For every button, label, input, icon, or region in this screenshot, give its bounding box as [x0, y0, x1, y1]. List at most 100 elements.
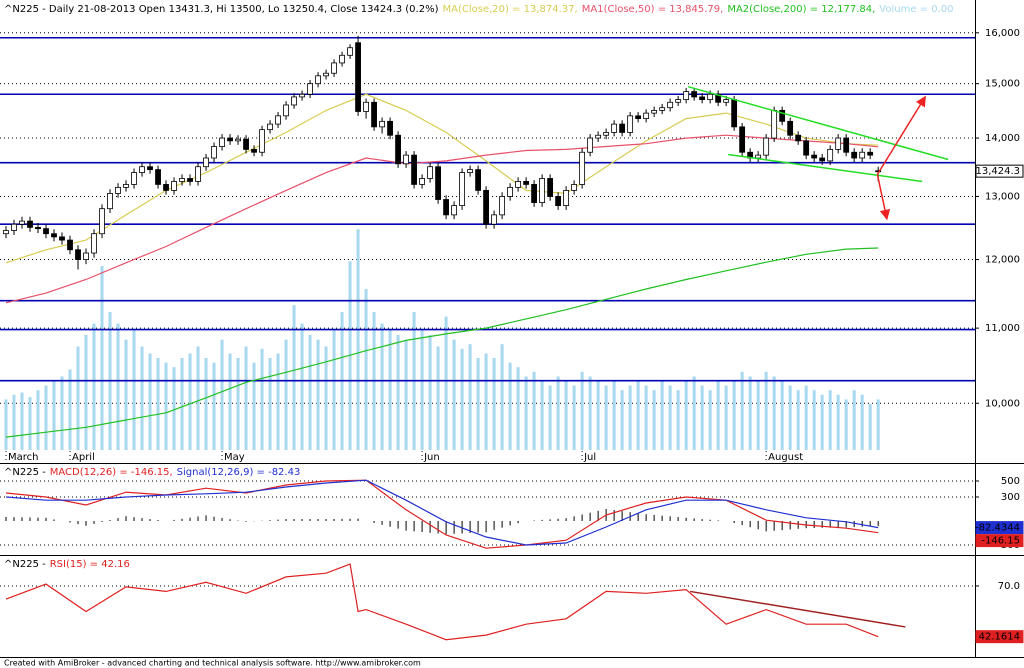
volume-bar: [620, 390, 624, 450]
candle-body: [371, 101, 377, 128]
value-box: [975, 630, 1024, 644]
moving-average: [5, 247, 879, 438]
candle-body: [139, 166, 145, 173]
volume-bar: [548, 385, 552, 450]
candle-body: [11, 223, 17, 231]
y-tick-label: 13,000: [985, 191, 1020, 202]
volume-bar: [708, 390, 712, 450]
candle-body: [243, 138, 249, 150]
volume-bar: [52, 381, 56, 450]
legend-entry: Signal(12,26,9) = -82.43: [177, 467, 301, 478]
candle-body: [699, 96, 706, 100]
legend-entry: MA(Close,20) = 13,874.37,: [443, 4, 578, 15]
candle-body: [395, 134, 401, 165]
candle-body: [299, 93, 305, 98]
candle-body: [187, 178, 193, 182]
volume-bar: [220, 339, 224, 450]
volume-bar: [164, 362, 168, 450]
candle-body: [59, 236, 65, 241]
volume-bar: [180, 358, 184, 450]
volume-bar: [276, 353, 280, 450]
volume-bar: [308, 335, 312, 450]
candle-body: [771, 109, 778, 139]
volume-bar: [36, 390, 40, 450]
candle-body: [795, 134, 802, 142]
candle-body: [35, 226, 41, 230]
header-title: ^N225 -: [4, 559, 46, 570]
volume-bar: [636, 381, 640, 450]
trend-line: [690, 590, 906, 628]
volume-bar: [364, 289, 368, 450]
volume-bar: [732, 381, 736, 450]
volume-bar: [300, 323, 304, 450]
volume-bar: [420, 330, 424, 450]
volume-bar: [132, 330, 136, 450]
volume-bar: [4, 399, 8, 450]
candle-body: [43, 228, 49, 235]
volume-bar: [868, 404, 872, 450]
volume-bar: [404, 339, 408, 450]
candle-body: [843, 137, 850, 153]
candle-body: [155, 169, 161, 185]
arrow: [876, 95, 927, 175]
volume-bar: [508, 362, 512, 450]
candle-body: [635, 115, 642, 119]
candle-body: [683, 91, 690, 100]
volume-bar: [388, 330, 392, 450]
volume-bar: [28, 397, 32, 450]
volume-bar: [820, 394, 824, 450]
volume-bar: [380, 323, 384, 450]
volume-bar: [812, 390, 816, 450]
y-tick-label: 70.0: [998, 581, 1020, 592]
volume-bar: [788, 385, 792, 450]
candle-body: [219, 137, 225, 147]
candle-body: [179, 178, 185, 182]
candle-body: [115, 187, 121, 194]
candle-body: [731, 99, 738, 128]
candle-body: [723, 99, 730, 103]
candle-body: [339, 54, 345, 64]
volume-bar: [588, 376, 592, 450]
candle-body: [307, 83, 313, 95]
candle-body: [619, 123, 626, 133]
x-tick-label: Jul: [583, 452, 596, 463]
volume-bar: [852, 390, 856, 450]
header-title: ^N225 - Daily 21-08-2013 Open 13431.3, H…: [4, 4, 439, 15]
candle-body: [707, 93, 714, 100]
candle-body: [267, 123, 273, 131]
x-tick-label: March: [8, 452, 38, 463]
candle-body: [403, 154, 409, 165]
candle-body: [3, 230, 9, 235]
volume-bar: [716, 381, 720, 450]
candle-body: [523, 181, 530, 185]
volume-bar: [260, 348, 264, 450]
candle-body: [539, 178, 546, 203]
candle-body: [811, 154, 818, 159]
volume-bar: [740, 371, 744, 450]
volume-bar: [316, 339, 320, 450]
candle-body: [259, 129, 265, 153]
candle-body: [739, 126, 746, 153]
candle-body: [131, 172, 137, 185]
volume-bar: [860, 394, 864, 450]
candle-body: [755, 154, 762, 159]
candle-body: [427, 166, 433, 179]
candle-body: [835, 137, 842, 150]
candle-body: [419, 178, 425, 185]
candle-body: [211, 146, 217, 159]
volume-bar: [196, 346, 200, 450]
volume-bar: [724, 385, 728, 450]
volume-bar: [564, 381, 568, 450]
volume-bar: [468, 344, 472, 450]
legend-entry: MA2(Close,200) = 12,177.84,: [727, 4, 875, 15]
legend-entry: MACD(12,26) = -146.15,: [50, 467, 173, 478]
volume-bar: [772, 376, 776, 450]
volume-bar: [612, 381, 616, 450]
volume-bar: [692, 376, 696, 450]
volume-bar: [836, 394, 840, 450]
candle-body: [195, 166, 201, 182]
candle-body: [603, 132, 610, 136]
volume-bar: [604, 385, 608, 450]
y-tick-label: 500: [1001, 476, 1020, 487]
x-tick-label: May: [224, 452, 245, 463]
